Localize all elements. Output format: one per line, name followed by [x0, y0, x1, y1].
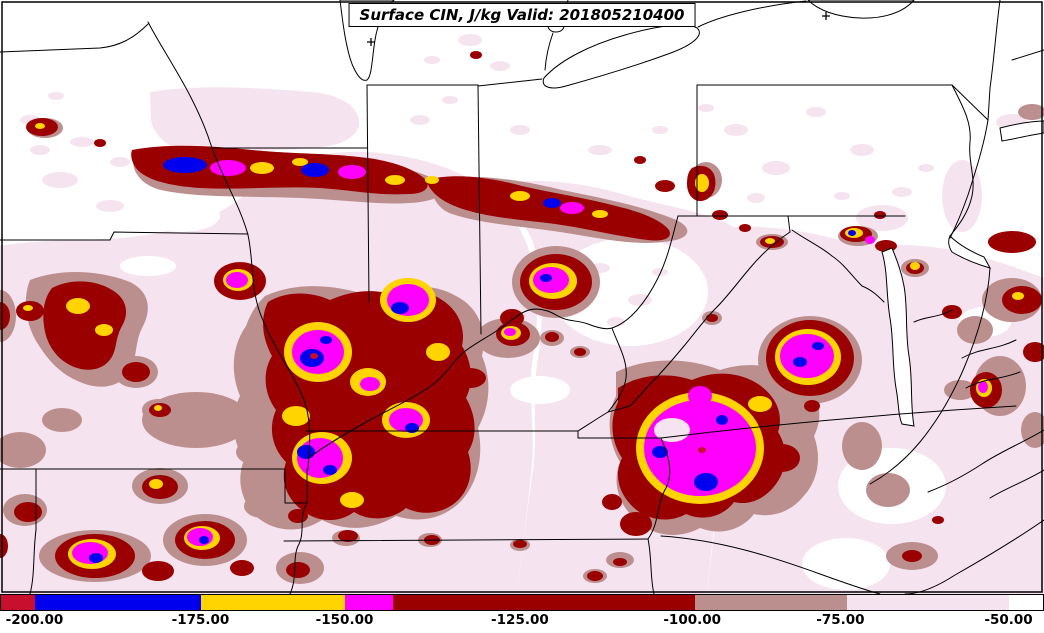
colorbar-tick-label: -175.00	[171, 612, 230, 628]
colorbar-tick-label: -50.00	[984, 612, 1033, 628]
delaware-bay	[948, 235, 992, 269]
cin-fill-crimson-dots	[310, 353, 706, 453]
colorbar-segment	[35, 595, 202, 610]
lake-erie	[542, 24, 700, 89]
cin-map-svg	[0, 0, 1044, 594]
cross-marker	[367, 38, 375, 46]
colorbar-segment	[847, 595, 1009, 610]
colorbar-tick-label: -150.00	[315, 612, 374, 628]
colorbar	[0, 594, 1044, 611]
cross-marker	[822, 12, 830, 20]
state-boundaries	[0, 0, 1044, 594]
map-frame	[1, 1, 1043, 593]
colorbar-segment	[201, 595, 345, 610]
lakes	[339, 0, 1044, 427]
colorbar-tick-label: -75.00	[816, 612, 865, 628]
colorbar-tick-label: -125.00	[491, 612, 549, 628]
lake-ontario	[807, 0, 915, 19]
colorbar-tick-label: -200.00	[5, 612, 64, 628]
colorbar-segment	[344, 595, 393, 610]
chesapeake-bay	[881, 247, 915, 427]
colorbar-segment	[392, 595, 695, 610]
long-island	[999, 120, 1044, 142]
colorbar-segment	[694, 595, 848, 610]
colorbar-segment	[1008, 595, 1043, 610]
map-title: Surface CIN, J/kg Valid: 201805210400	[348, 3, 696, 27]
colorbar-segment	[1, 595, 36, 610]
colorbar-tick-row: -200.00 -175.00 -150.00 -125.00 -100.00 -75.0…	[0, 612, 1044, 633]
colorbar-tick-label: -100.00	[663, 612, 722, 628]
